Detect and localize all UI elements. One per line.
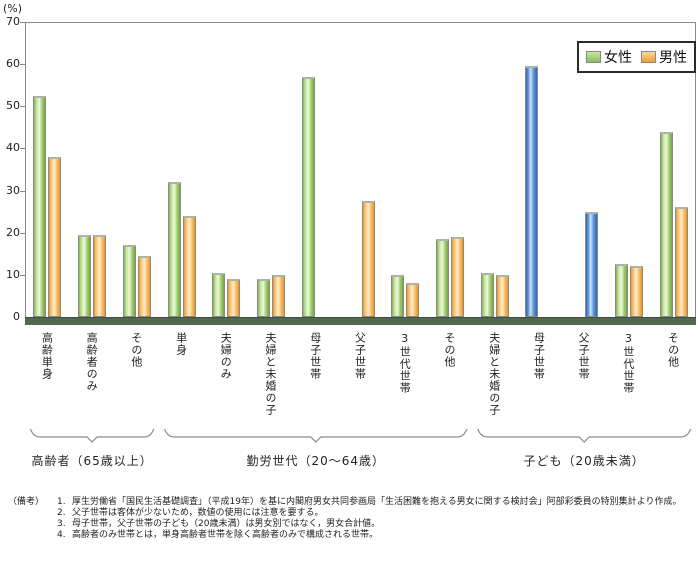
y-tick-label: 20	[6, 225, 20, 239]
bar-male-その他	[674, 207, 688, 317]
legend: 女性 男性	[577, 41, 696, 73]
y-tick-mark	[20, 106, 25, 108]
bar-male-高齢単身	[48, 156, 62, 317]
y-tick-label: 10	[6, 267, 20, 281]
footnotes-list: 1. 厚生労働省「国民生活基礎調査」（平成19年）を基に内閣府男女共同参画局「生活…	[57, 497, 694, 541]
footnotes: （備考） 1. 厚生労働省「国民生活基礎調査」（平成19年）を基に内閣府男女共同参…	[8, 497, 694, 541]
group-braces	[29, 428, 692, 443]
legend-item-male: 男性	[641, 47, 687, 67]
y-axis-unit-label: (%)	[3, 2, 23, 15]
category-label: 高齢者のみ	[85, 332, 99, 392]
category-label: その他	[442, 332, 456, 368]
category-label: その他	[666, 332, 680, 368]
bar-female-その他	[122, 245, 136, 317]
bar-female-高齢者のみ	[78, 234, 92, 317]
group-brace	[164, 428, 468, 443]
legend-item-female: 女性	[586, 47, 632, 67]
category-label: 父子世帯	[353, 332, 367, 380]
y-tick-label: 0	[13, 310, 20, 323]
category-label: 単身	[174, 332, 188, 356]
bar-female-単身	[167, 182, 181, 317]
bar-combined-父子世帯	[585, 211, 599, 317]
y-tick-mark	[20, 190, 25, 192]
y-tick-mark	[20, 64, 25, 66]
female-swatch-icon	[586, 51, 601, 63]
footnote-row: 3. 母子世帯，父子世帯の子ども（20歳未満）は男女別ではなく，男女合計値。	[57, 519, 694, 530]
bar-male-3世代世帯	[629, 266, 643, 317]
group-label: 高齢者（65歳以上）	[31, 454, 153, 468]
bar-male-その他	[137, 255, 151, 317]
legend-male-label: 男性	[659, 50, 687, 66]
bar-female-その他	[659, 131, 673, 317]
y-tick-label: 60	[6, 57, 20, 71]
footnote-row: 4. 高齢者のみ世帯とは，単身高齢者世帯を除く高齢者のみで構成される世帯。	[57, 530, 694, 541]
category-label: 3世代世帯	[621, 332, 635, 394]
footnote-row: 2. 父子世帯は客体が少ないため，数値の使用には注意を要する。	[57, 508, 694, 519]
y-tick-mark	[20, 148, 25, 150]
footnote-number: 2.	[57, 508, 66, 518]
category-label: 高齢単身	[40, 332, 54, 380]
bar-female-その他	[435, 239, 449, 317]
group-label: 子ども（20歳未満）	[523, 454, 645, 468]
category-label: 3世代世帯	[398, 332, 412, 394]
bar-female-夫婦のみ	[212, 272, 226, 317]
bar-male-夫婦と未婚の子	[272, 274, 286, 317]
footnote-text: 父子世帯は客体が少ないため，数値の使用には注意を要する。	[72, 508, 324, 518]
bar-male-3世代世帯	[406, 283, 420, 317]
footnote-number: 3.	[57, 519, 66, 529]
y-tick-label: 50	[6, 99, 20, 113]
bar-combined-母子世帯	[525, 66, 539, 317]
footnote-text: 厚生労働省「国民生活基礎調査」（平成19年）を基に内閣府男女共同参画局「生活困難…	[72, 497, 682, 507]
bar-female-母子世帯	[301, 76, 315, 317]
category-label: その他	[129, 332, 143, 368]
category-label: 母子世帯	[308, 332, 322, 380]
category-label: 父子世帯	[577, 332, 591, 380]
bar-male-その他	[450, 236, 464, 317]
category-label: 夫婦と未婚の子	[264, 332, 278, 416]
y-tick-mark	[20, 274, 25, 276]
group-brace	[477, 428, 692, 443]
bar-female-夫婦と未婚の子	[257, 279, 271, 317]
bar-female-3世代世帯	[614, 264, 628, 317]
footnote-number: 1.	[57, 497, 66, 507]
bar-male-父子世帯	[361, 201, 375, 317]
bar-male-高齢者のみ	[93, 234, 107, 317]
bar-female-高齢単身	[33, 95, 47, 317]
legend-female-label: 女性	[604, 50, 632, 66]
footnotes-prefix: （備考）	[8, 497, 45, 507]
y-tick-label: 30	[6, 183, 20, 197]
y-tick-mark	[20, 22, 25, 23]
footnote-text: 母子世帯，父子世帯の子ども（20歳未満）は男女別ではなく，男女合計値。	[72, 519, 381, 529]
category-label: 母子世帯	[532, 332, 546, 380]
y-tick-label: 40	[6, 141, 20, 155]
y-tick-label: 70	[6, 15, 20, 28]
y-tick-mark	[20, 232, 25, 234]
footnote-number: 4.	[57, 530, 66, 540]
bar-female-3世代世帯	[391, 274, 405, 317]
bar-male-単身	[182, 215, 196, 317]
group-label: 勤労世代（20～64歳）	[246, 454, 386, 468]
footnote-row: 1. 厚生労働省「国民生活基礎調査」（平成19年）を基に内閣府男女共同参画局「生活…	[57, 497, 694, 508]
male-swatch-icon	[641, 51, 656, 63]
bar-male-夫婦のみ	[227, 279, 241, 317]
bar-male-夫婦と未婚の子	[495, 274, 509, 317]
category-label: 夫婦のみ	[219, 332, 233, 380]
group-brace	[29, 428, 155, 443]
x-axis-baseline	[25, 317, 696, 325]
bar-female-夫婦と未婚の子	[480, 272, 494, 317]
footnote-text: 高齢者のみ世帯とは，単身高齢者世帯を除く高齢者のみで構成される世帯。	[72, 530, 379, 540]
category-label: 夫婦と未婚の子	[487, 332, 501, 416]
